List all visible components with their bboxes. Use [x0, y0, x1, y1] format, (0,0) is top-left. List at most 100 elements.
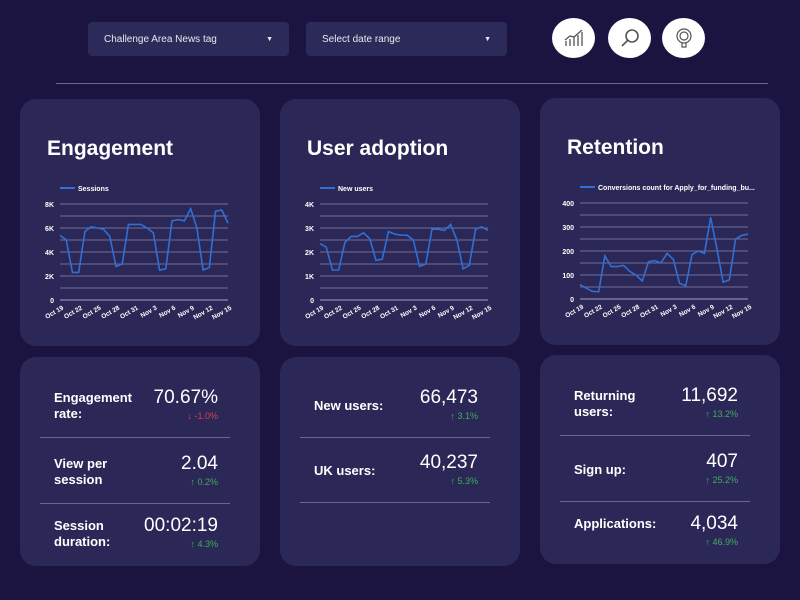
kpi-value: 00:02:19 [144, 515, 218, 536]
kpi-divider [40, 503, 230, 504]
x-tick-label: Nov 15 [211, 304, 233, 321]
kpi-delta-value: 25.2% [712, 475, 738, 485]
kpi-delta-value: 0.2% [197, 477, 218, 487]
series-line [579, 217, 749, 293]
x-tick-label: Nov 6 [158, 304, 177, 319]
y-tick-label: 1K [305, 274, 314, 281]
arrow-up-icon: ↑ [450, 476, 455, 486]
kpi-delta-value: 5.3% [457, 476, 478, 486]
x-tick-label: Nov 6 [418, 304, 437, 319]
kpi-delta: ↑ 13.2% [705, 409, 738, 419]
kpi-delta: ↑ 5.3% [450, 476, 478, 486]
y-tick-label: 400 [562, 201, 574, 208]
y-tick-label: 4K [45, 250, 54, 257]
x-tick-label: Oct 31 [379, 304, 400, 320]
search-icon [620, 29, 639, 47]
x-tick-label: Nov 15 [471, 304, 493, 321]
y-tick-label: 2K [45, 274, 54, 281]
x-tick-label: Oct 22 [323, 304, 344, 320]
legend-label: Conversions count for Apply_for_funding_… [598, 185, 755, 192]
kpi-label: New users: [314, 398, 384, 413]
arrow-up-icon: ↑ [705, 409, 710, 419]
kpi-value: 4,034 [690, 513, 738, 534]
kpi-delta-value: 4.3% [197, 539, 218, 549]
x-tick-label: Nov 3 [140, 304, 159, 319]
kpi-delta-value: 13.2% [712, 409, 738, 419]
x-tick-label: Oct 19 [304, 304, 325, 320]
kpi-value: 11,692 [681, 385, 738, 406]
y-tick-label: 2K [305, 250, 314, 257]
kpi-delta: ↑ 25.2% [705, 475, 738, 485]
user-adoption-card: User adoption New users 0 1K 2K 3K 4K Oct 19 Oct… [280, 99, 520, 346]
legend-label: New users [338, 186, 373, 193]
y-tick-label: 8K [45, 202, 54, 209]
kpi-value: 70.67% [153, 387, 218, 408]
kpi-value: 66,473 [419, 387, 478, 408]
kpi-divider [300, 502, 490, 503]
arrow-up-icon: ↑ [190, 477, 195, 487]
x-tick-label: Oct 22 [63, 304, 84, 320]
kpi-label: Engagement rate: [54, 390, 133, 421]
arrow-up-icon: ↑ [450, 411, 455, 421]
series-line [319, 222, 489, 271]
date-range-dropdown[interactable]: Select date range ▼ [306, 22, 507, 56]
kpi-value: 40,237 [419, 452, 478, 473]
kpi-delta: ↓ -1.0% [187, 411, 218, 421]
y-tick-label: 4K [305, 202, 314, 209]
card-title: User adoption [307, 137, 449, 160]
search-button[interactable] [608, 18, 651, 58]
arrow-down-icon: ↓ [187, 411, 192, 421]
x-tick-label: Oct 25 [342, 304, 363, 320]
retention-card: Retention Conversions count for Apply_for… [540, 98, 780, 345]
x-tick-label: Oct 28 [100, 304, 121, 320]
kpi-label: Session duration: [54, 518, 111, 549]
x-tick-label: Oct 28 [360, 304, 381, 320]
y-tick-label: 200 [562, 249, 574, 256]
x-tick-label: Nov 6 [678, 303, 697, 318]
kpi-label: Returning users: [574, 388, 636, 419]
kpi-delta-value: 3.1% [457, 411, 478, 421]
news-tag-label: Challenge Area News tag [104, 33, 217, 45]
kpi-delta: ↑ 46.9% [705, 537, 738, 547]
x-tick-label: Nov 12 [192, 304, 214, 321]
x-tick-label: Oct 25 [602, 303, 623, 319]
kpi-value: 407 [706, 451, 738, 472]
kpi-delta-value: 46.9% [712, 537, 738, 547]
kpi-divider [300, 437, 490, 438]
caret-down-icon: ▼ [266, 35, 273, 43]
x-tick-label: Nov 3 [660, 303, 679, 318]
news-tag-dropdown[interactable]: Challenge Area News tag ▼ [88, 22, 289, 56]
x-tick-label: Oct 19 [44, 304, 65, 320]
header-divider [56, 83, 768, 84]
retention-kpis-card: Returning users: 11,692 ↑ 13.2% Sign up: … [540, 355, 780, 564]
x-tick-label: Nov 12 [452, 304, 474, 321]
kpi-label: View per session [54, 456, 108, 487]
card-title: Engagement [47, 137, 174, 160]
x-tick-label: Nov 12 [712, 303, 734, 320]
chart-growth-button[interactable] [552, 18, 595, 58]
card-title: Retention [567, 136, 664, 159]
y-tick-label: 0 [50, 298, 54, 305]
x-tick-label: Oct 28 [620, 303, 641, 319]
x-tick-label: Oct 25 [82, 304, 103, 320]
adoption-kpis-card: New users: 66,473 ↑ 3.1% UK users: 40,237… [280, 357, 520, 566]
kpi-label: UK users: [314, 463, 376, 478]
conversions-chart: Conversions count for Apply_for_funding_… [562, 185, 755, 320]
legend-label: Sessions [78, 186, 109, 193]
series-line [59, 206, 229, 274]
award-icon [675, 28, 692, 48]
kpi-delta: ↑ 3.1% [450, 411, 478, 421]
x-tick-label: Nov 15 [731, 303, 753, 320]
x-tick-label: Oct 22 [583, 303, 604, 319]
kpi-divider [560, 501, 750, 502]
award-button[interactable] [662, 18, 705, 58]
x-tick-label: Oct 19 [564, 303, 585, 319]
y-tick-label: 0 [570, 297, 574, 304]
y-tick-label: 0 [310, 298, 314, 305]
kpi-delta: ↑ 4.3% [190, 539, 218, 549]
y-tick-label: 300 [562, 225, 574, 232]
y-tick-label: 100 [562, 273, 574, 280]
y-tick-label: 3K [305, 226, 314, 233]
